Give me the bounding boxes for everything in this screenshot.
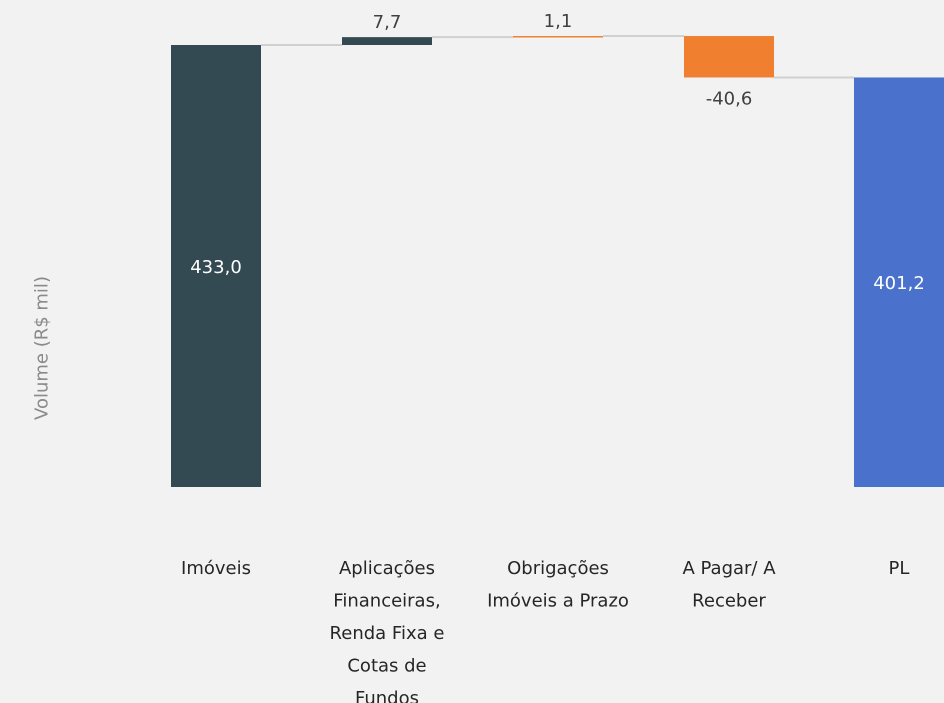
bar-3 — [513, 36, 603, 38]
x-tick-label: Obrigações — [507, 558, 609, 579]
x-tick-label: Renda Fixa e — [330, 623, 445, 644]
x-tick-label: Imóveis — [181, 558, 251, 579]
x-tick-label: Cotas de — [347, 656, 426, 677]
data-label-2: 7,7 — [373, 12, 402, 33]
x-tick-label: Imóveis a Prazo — [487, 591, 629, 612]
x-tick-label: Financeiras, — [333, 591, 440, 612]
x-tick-label: A Pagar/ A — [682, 558, 776, 579]
bar-1 — [171, 45, 261, 487]
x-tick-label: Aplicações — [339, 558, 435, 579]
x-tick-label: Receber — [692, 591, 766, 612]
x-tick-label: Fundos — [355, 688, 419, 703]
data-label-5: 401,2 — [873, 273, 925, 294]
bar-5 — [854, 77, 944, 487]
x-tick-label: PL — [889, 558, 910, 579]
data-label-1: 433,0 — [190, 257, 242, 278]
data-label-4: -40,6 — [706, 88, 753, 109]
data-label-3: 1,1 — [544, 11, 573, 32]
bar-4 — [684, 36, 774, 78]
bar-2 — [342, 37, 432, 45]
